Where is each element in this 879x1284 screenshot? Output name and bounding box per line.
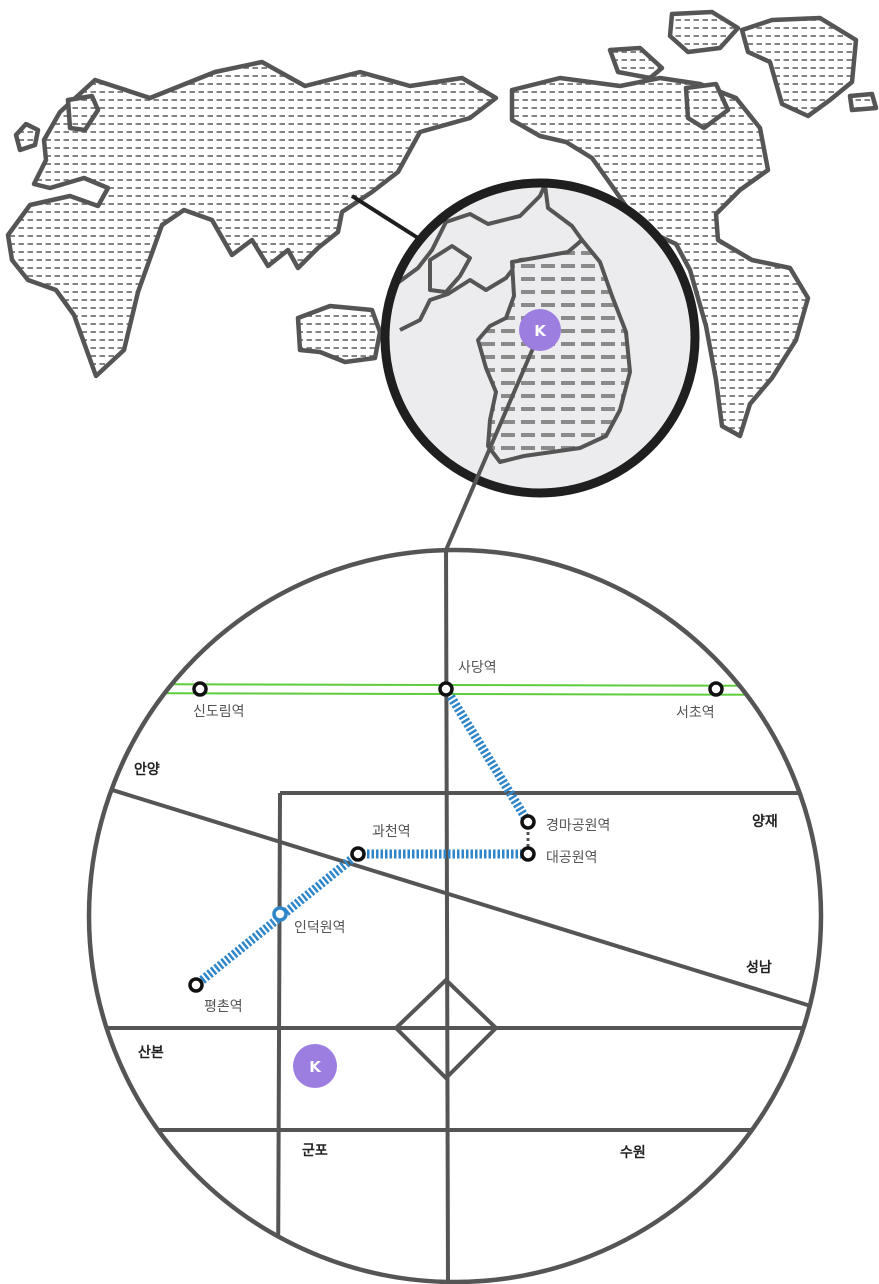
detail-circle-fill: [89, 550, 821, 1282]
zoom-pointer-line: [350, 194, 420, 240]
landmass-island-north-5: [683, 81, 731, 131]
station-label-daegong: 대공원역: [546, 850, 598, 866]
station-label-pyeongchon: 평촌역: [204, 999, 243, 1015]
road-diagonal: [89, 778, 821, 1014]
road-interchange: [393, 977, 499, 1081]
zoom-mainland: [386, 184, 584, 332]
station-marker-indeogwon[interactable]: [272, 906, 288, 922]
station-markers: [188, 681, 724, 993]
detail-connector-line: [444, 331, 542, 551]
station-label-indeogwon: 인덕원역: [294, 920, 346, 936]
station-label-gwacheon: 과천역: [372, 824, 411, 840]
district-label-suwon: 수원: [620, 1145, 646, 1161]
station-label-sadang: 사당역: [458, 660, 497, 676]
station-marker-sadang[interactable]: [438, 681, 454, 697]
marker-letter: K: [309, 1058, 322, 1076]
korea-peninsula: [476, 238, 632, 464]
landmass-island-north-4: [847, 91, 879, 113]
district-label-yangjae: 양재: [752, 814, 778, 830]
station-marker-gyeongma[interactable]: [520, 814, 536, 830]
zoom-west-coast: [428, 244, 472, 294]
district-label-anyang: 안양: [134, 761, 160, 778]
landmass-eurasia-africa: [5, 59, 499, 379]
zoom-circle-ring: [380, 178, 700, 498]
landmass-oceania: [295, 303, 383, 365]
landmass-island-north-3: [607, 45, 665, 81]
landmass-island-north-2: [667, 9, 741, 55]
marker-circle: [519, 309, 561, 351]
station-marker-daegong[interactable]: [520, 846, 536, 862]
district-label-sanbon: 산본: [138, 1044, 164, 1061]
landmass-island-west-1: [13, 121, 41, 153]
station-label-seocho: 서초역: [676, 705, 715, 721]
landmass-island-west-2: [65, 93, 101, 133]
station-marker-sindorim[interactable]: [192, 681, 208, 697]
detail-circle-ring: [86, 547, 824, 1284]
station-marker-pyeongchon[interactable]: [188, 977, 204, 993]
world-map: [5, 9, 879, 439]
station-marker-gwacheon[interactable]: [350, 846, 366, 862]
detail-map: 사당역 신도림역 서초역 경마공원역 대공원역 과천역 인덕원역 평촌역 안양 …: [86, 547, 824, 1284]
station-marker-seocho[interactable]: [708, 681, 724, 697]
district-label-gunpo: 군포: [302, 1143, 328, 1159]
landmass-americas: [509, 75, 811, 439]
location-marker-detail[interactable]: K: [293, 1044, 337, 1088]
road-vertical-left: [276, 792, 282, 1282]
marker-letter: K: [534, 322, 547, 340]
landmass-island-north-1: [739, 15, 859, 119]
district-label-seongnam: 성남: [746, 959, 772, 976]
marker-circle: [293, 1044, 337, 1088]
road-vertical-center: [444, 550, 450, 1282]
station-label-sindorim: 신도림역: [193, 704, 245, 720]
location-marker-korea[interactable]: K: [519, 309, 561, 351]
station-label-gyeongma: 경마공원역: [546, 818, 610, 834]
